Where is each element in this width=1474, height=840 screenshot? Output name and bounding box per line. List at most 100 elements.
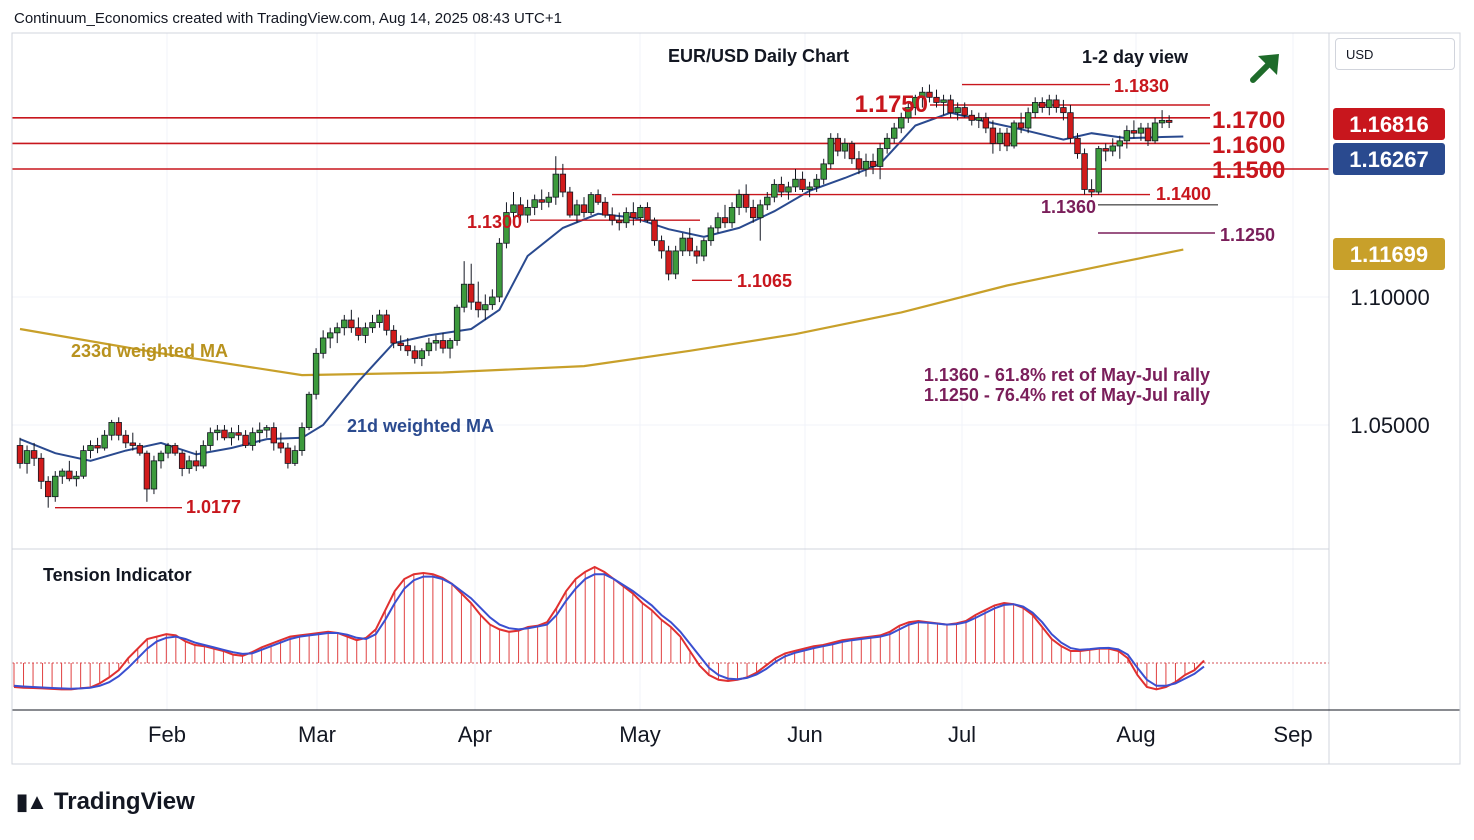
- price-tag-bg: [1333, 143, 1445, 175]
- candle: [693, 245, 700, 264]
- candle: [178, 450, 186, 477]
- candle: [1102, 143, 1109, 162]
- candle-body: [355, 327, 362, 336]
- candle: [587, 192, 595, 216]
- candle: [1074, 133, 1081, 159]
- candle: [1137, 122, 1145, 141]
- candle: [207, 427, 214, 451]
- price-tag-bg: [1333, 238, 1445, 270]
- ma21-path: [19, 111, 1184, 462]
- candle: [157, 450, 165, 469]
- annotation-2: 1.1250 - 76.4% ret of May-Jul rally: [924, 385, 1210, 405]
- candle: [517, 197, 524, 221]
- candle-body: [1130, 130, 1138, 134]
- candle-body: [651, 219, 658, 242]
- candle-body: [933, 96, 940, 103]
- candle-body: [228, 432, 235, 439]
- candle-body: [108, 422, 115, 436]
- candle-body: [178, 452, 186, 469]
- candle-body: [813, 178, 820, 188]
- candle: [45, 476, 52, 508]
- candle-body: [757, 204, 764, 219]
- tradingview-logo[interactable]: ▮▲ TradingView: [16, 788, 195, 816]
- candle-body: [305, 393, 313, 428]
- candle: [792, 169, 799, 193]
- candle: [411, 345, 418, 364]
- candle: [432, 335, 440, 351]
- candle-body: [115, 422, 122, 436]
- x-tick-label: Mar: [298, 722, 336, 747]
- candle-body: [334, 327, 341, 334]
- candle: [1088, 179, 1095, 198]
- candle: [242, 430, 249, 449]
- y-tick-label: 1.10000: [1350, 285, 1430, 310]
- candle: [460, 261, 468, 313]
- candle: [150, 455, 158, 495]
- candle: [785, 181, 792, 200]
- candle-body: [552, 173, 559, 198]
- candle: [750, 199, 757, 223]
- candle: [16, 437, 24, 469]
- candle: [728, 202, 736, 228]
- candle: [496, 238, 503, 303]
- candle-body: [467, 283, 475, 303]
- candle-body: [319, 337, 327, 354]
- candle-body: [510, 204, 517, 213]
- candle: [841, 138, 849, 159]
- candle-body: [52, 475, 59, 498]
- level-label-1-1500: 1.1500: [1212, 157, 1285, 184]
- candle-body: [1165, 119, 1173, 123]
- candle-body: [1144, 127, 1152, 142]
- candle: [630, 202, 637, 226]
- candle: [552, 156, 559, 205]
- candle-body: [538, 199, 545, 203]
- candle: [989, 120, 997, 154]
- candle: [876, 143, 884, 180]
- candle: [467, 263, 475, 310]
- currency-selector[interactable]: USD: [1335, 38, 1455, 70]
- candle-body: [1088, 189, 1095, 193]
- candle: [291, 445, 299, 466]
- candle: [1109, 138, 1116, 157]
- y-tick-label: 1.05000: [1350, 413, 1430, 438]
- candle: [418, 348, 426, 367]
- level-label-1-1700: 1.1700: [1212, 107, 1285, 134]
- candle: [341, 314, 348, 336]
- candle: [510, 192, 517, 223]
- chart-title: EUR/USD Daily Chart: [668, 46, 849, 66]
- candle-body: [940, 99, 947, 103]
- candle-body: [150, 460, 158, 490]
- candle-body: [693, 250, 700, 257]
- candle-body: [45, 480, 52, 498]
- candle: [616, 212, 623, 231]
- candle-body: [686, 237, 693, 252]
- candle: [334, 322, 341, 344]
- price-tag-text: 1.16267: [1349, 147, 1429, 172]
- candle-body: [623, 212, 630, 224]
- candle-body: [996, 132, 1004, 144]
- candle: [996, 128, 1004, 152]
- candle: [644, 202, 651, 223]
- candle: [926, 84, 933, 103]
- candle: [23, 445, 31, 474]
- candle: [594, 189, 602, 205]
- candle-body: [912, 96, 919, 108]
- candle: [742, 184, 750, 213]
- candle-body: [566, 191, 574, 216]
- candle-body: [263, 427, 270, 431]
- candle-body: [644, 206, 651, 221]
- candle: [623, 207, 630, 228]
- candle-body: [742, 194, 750, 208]
- attribution: Continuum_Economics created with Trading…: [14, 10, 562, 27]
- candle-body: [453, 306, 461, 341]
- candle-body: [390, 329, 397, 344]
- candle: [66, 460, 73, 482]
- candle-body: [876, 148, 884, 167]
- candle-body: [348, 319, 355, 329]
- candle-body: [164, 445, 172, 454]
- candle-body: [1067, 112, 1074, 139]
- candle-body: [820, 163, 827, 180]
- candle-body: [284, 447, 292, 464]
- level-label-1-1360: 1.1360: [1041, 197, 1096, 217]
- candle-body: [834, 137, 841, 152]
